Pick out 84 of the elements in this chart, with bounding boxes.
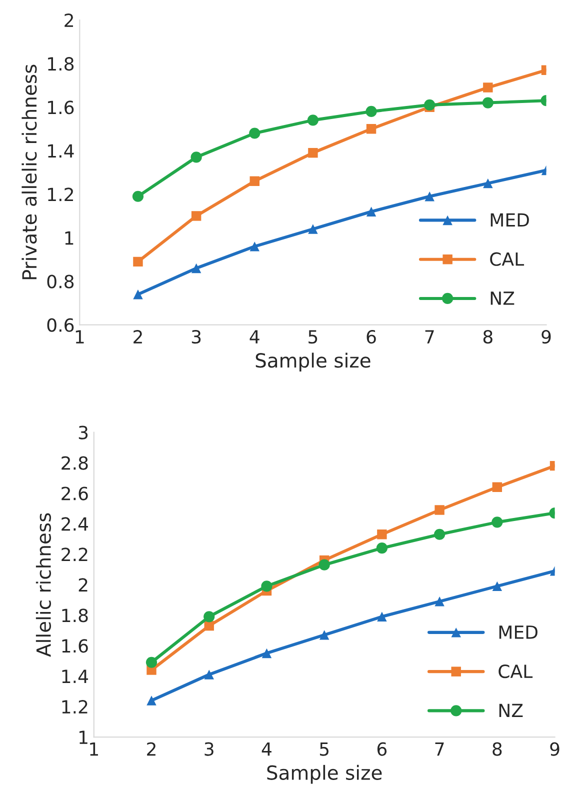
y-tick-label: 2 [78,578,88,592]
y-tick-label: 1.6 [48,100,74,114]
x-tick-label: 2 [134,330,142,344]
x-tick-label: 8 [483,330,492,344]
point [366,124,376,134]
y-tick-label: 2 [64,14,73,27]
point [492,516,503,528]
point [483,82,493,92]
point [492,581,502,592]
point [146,696,156,706]
x-tick-label: 1 [90,742,98,756]
y-tick-label: 1.4 [62,670,88,683]
x-tick-label: 6 [377,742,387,756]
legend-label: CAL [490,252,524,266]
legend-label: NZ [490,292,514,305]
point [262,648,272,658]
point [191,211,202,221]
legend-label: NZ [499,704,523,718]
y-tick-label: 1.8 [48,57,74,71]
y-tick-label: 0.6 [47,318,74,332]
point [482,97,494,108]
point [204,670,214,680]
point [261,580,272,592]
point [483,178,493,188]
y-tick-label: 1 [80,730,88,744]
point [424,99,436,111]
x-tick-label: 5 [320,742,328,756]
point [249,128,260,139]
point [307,114,319,126]
x-tick-label: 5 [308,330,318,344]
y-tick-label: 1.8 [62,608,88,622]
point [308,224,318,234]
x-tick-label: 9 [550,742,560,756]
point [133,289,143,300]
y-tick-label: 1.6 [62,639,88,653]
legend-label: CAL [498,664,533,678]
x-tick-label: 9 [542,330,551,344]
point [366,206,376,216]
y-tick-label: 1.2 [48,188,73,202]
point [376,542,388,554]
point [318,559,330,570]
y-tick-label: 2.8 [62,456,88,470]
legend-label: MED [499,626,538,639]
point [308,148,318,158]
x-tick-label: 3 [204,742,214,756]
y-tick-label: 1.2 [62,700,88,714]
point [492,482,502,492]
point [377,530,387,540]
y-axis-title: Private allelic richness [22,64,37,280]
x-tick-label: 7 [435,742,444,756]
y-tick-label: 2.6 [62,486,88,500]
x-tick-label: 8 [492,742,502,756]
x-axis-title: Sample size [256,352,370,372]
point [204,611,215,622]
y-tick-label: 3 [78,426,88,440]
y-tick-label: 2.4 [62,517,88,531]
point [377,612,387,622]
point [434,528,446,540]
y-axis-title: Allelic richness [36,513,51,657]
x-tick-label: 2 [147,742,156,756]
point [190,152,202,163]
x-tick-label: 4 [250,330,260,344]
x-tick-label: 4 [262,742,272,756]
legend-label: MED [490,213,529,227]
point [146,656,158,668]
x-tick-label: 6 [366,330,376,344]
x-tick-label: 3 [192,330,201,344]
point [204,620,214,631]
y-tick-label: 0.8 [47,274,74,288]
point [250,242,260,252]
point [250,176,260,186]
y-tick-label: 2.2 [62,548,88,562]
point [132,190,144,202]
y-tick-label: 1.4 [48,144,74,158]
y-tick-label: 1 [65,231,74,245]
point [424,192,434,202]
point [133,256,143,267]
x-axis-title: Sample size [267,764,382,784]
point [191,263,202,274]
point [319,630,330,640]
point [434,596,444,606]
point [366,106,377,118]
x-tick-label: 7 [425,330,434,344]
point [434,505,444,515]
